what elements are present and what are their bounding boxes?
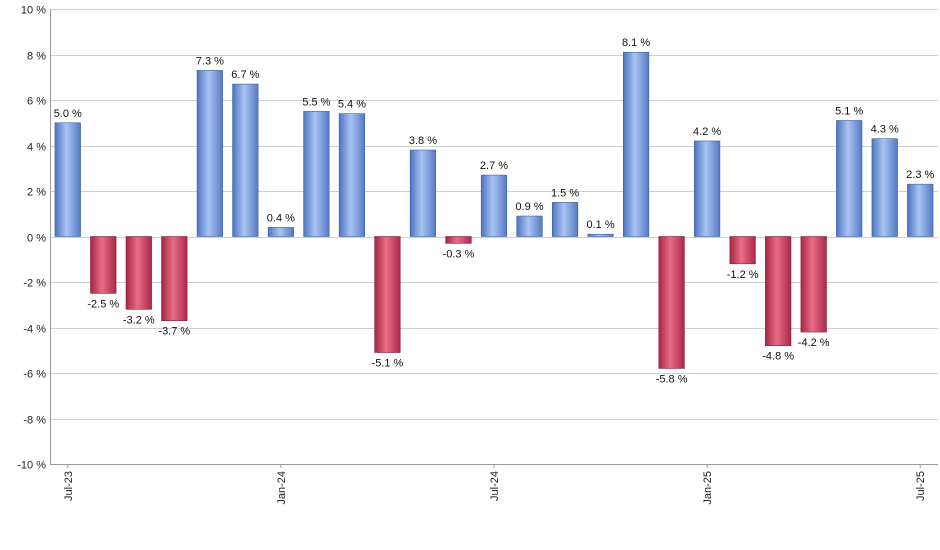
data-labels: 5.0 % -2.5 % -3.2 %-3.7 % 7.3 % 6.7 % 0.4 % 5.… bbox=[54, 37, 935, 385]
y-tick-label: -8 % bbox=[23, 415, 46, 427]
data-label: -5.8 % bbox=[656, 373, 688, 385]
bar-jun-25 bbox=[871, 138, 898, 237]
data-label: -5.1 % bbox=[372, 358, 404, 370]
y-tick-label: -10 % bbox=[17, 460, 46, 472]
bar-mar-24 bbox=[338, 113, 366, 237]
data-label: 5.0 % bbox=[54, 108, 82, 120]
bar-jul-24 bbox=[480, 174, 508, 237]
data-label: -4.2 % bbox=[798, 337, 830, 349]
y-tick-label: -2 % bbox=[23, 278, 46, 290]
bar-sep-24 bbox=[551, 202, 579, 237]
bar-oct-23 bbox=[161, 236, 188, 321]
data-label: -3.2 % bbox=[123, 314, 155, 326]
bar-aug-24 bbox=[516, 215, 543, 237]
bar-apr-24 bbox=[374, 236, 401, 353]
bar-sep-23 bbox=[125, 236, 152, 310]
data-label: 2.7 % bbox=[480, 160, 508, 172]
y-tick-label: 10 % bbox=[21, 5, 46, 17]
x-axis-tick-labels: Jul-23 Jan-24 Jul-24 Jan-25 Jul-25 bbox=[63, 464, 927, 505]
bars bbox=[54, 51, 934, 369]
y-tick-label: -4 % bbox=[23, 324, 46, 336]
data-label: 5.4 % bbox=[338, 99, 366, 111]
x-tick-label: Jan-25 bbox=[702, 471, 714, 505]
bar-dec-24 bbox=[658, 236, 685, 369]
data-label: 6.7 % bbox=[231, 69, 259, 81]
data-label: 2.3 % bbox=[906, 169, 934, 181]
data-label: 5.1 % bbox=[835, 105, 863, 117]
bar-jul-25 bbox=[907, 183, 934, 237]
bar-dec-23 bbox=[232, 83, 259, 237]
bar-nov-23 bbox=[196, 70, 223, 237]
data-label: 0.9 % bbox=[515, 201, 543, 213]
data-label: 1.5 % bbox=[551, 187, 579, 199]
data-label: 7.3 % bbox=[196, 55, 224, 67]
x-tick-label: Jul-24 bbox=[489, 471, 501, 501]
x-tick-label: Jul-23 bbox=[63, 471, 75, 501]
bar-feb-24 bbox=[303, 111, 330, 237]
bar-jun-24 bbox=[445, 236, 472, 244]
bar-aug-23 bbox=[90, 236, 117, 294]
bar-jan-25 bbox=[694, 140, 721, 237]
y-axis-tick-labels: -10 % -8 % -6 % -4 % -2 % 0 % 2 % 4 % 6 % 8 % 10 % bbox=[17, 5, 46, 472]
data-label: 4.3 % bbox=[871, 124, 899, 136]
bar-nov-24 bbox=[622, 51, 650, 237]
bar-oct-24 bbox=[587, 233, 614, 237]
bar-mar-25 bbox=[765, 236, 792, 346]
bar-feb-25 bbox=[729, 236, 756, 265]
y-tick-label: 0 % bbox=[27, 233, 46, 245]
y-tick-label: 2 % bbox=[27, 187, 46, 199]
data-label: 8.1 % bbox=[622, 37, 650, 49]
data-label: -1.2 % bbox=[727, 269, 759, 281]
data-label: -3.7 % bbox=[158, 326, 190, 338]
data-label: 5.5 % bbox=[302, 96, 330, 108]
data-label: -2.5 % bbox=[87, 298, 119, 310]
data-label: 0.4 % bbox=[267, 212, 295, 224]
data-label: 3.8 % bbox=[409, 135, 437, 147]
bar-apr-25 bbox=[800, 236, 827, 333]
bar-may-24 bbox=[409, 149, 437, 237]
x-tick-label: Jul-25 bbox=[915, 471, 927, 501]
bar-may-25 bbox=[836, 120, 863, 237]
y-tick-label: 4 % bbox=[27, 142, 46, 154]
data-label: -4.8 % bbox=[762, 351, 794, 363]
y-tick-label: 8 % bbox=[27, 51, 46, 63]
data-label: 4.2 % bbox=[693, 126, 721, 138]
y-tick-label: -6 % bbox=[23, 369, 46, 381]
x-tick-label: Jan-24 bbox=[276, 471, 288, 505]
bar-jul-23 bbox=[54, 122, 81, 237]
data-label: -0.3 % bbox=[443, 248, 475, 260]
bar-jan-24 bbox=[267, 227, 294, 237]
y-tick-label: 6 % bbox=[27, 96, 46, 108]
data-label: 0.1 % bbox=[586, 219, 614, 231]
